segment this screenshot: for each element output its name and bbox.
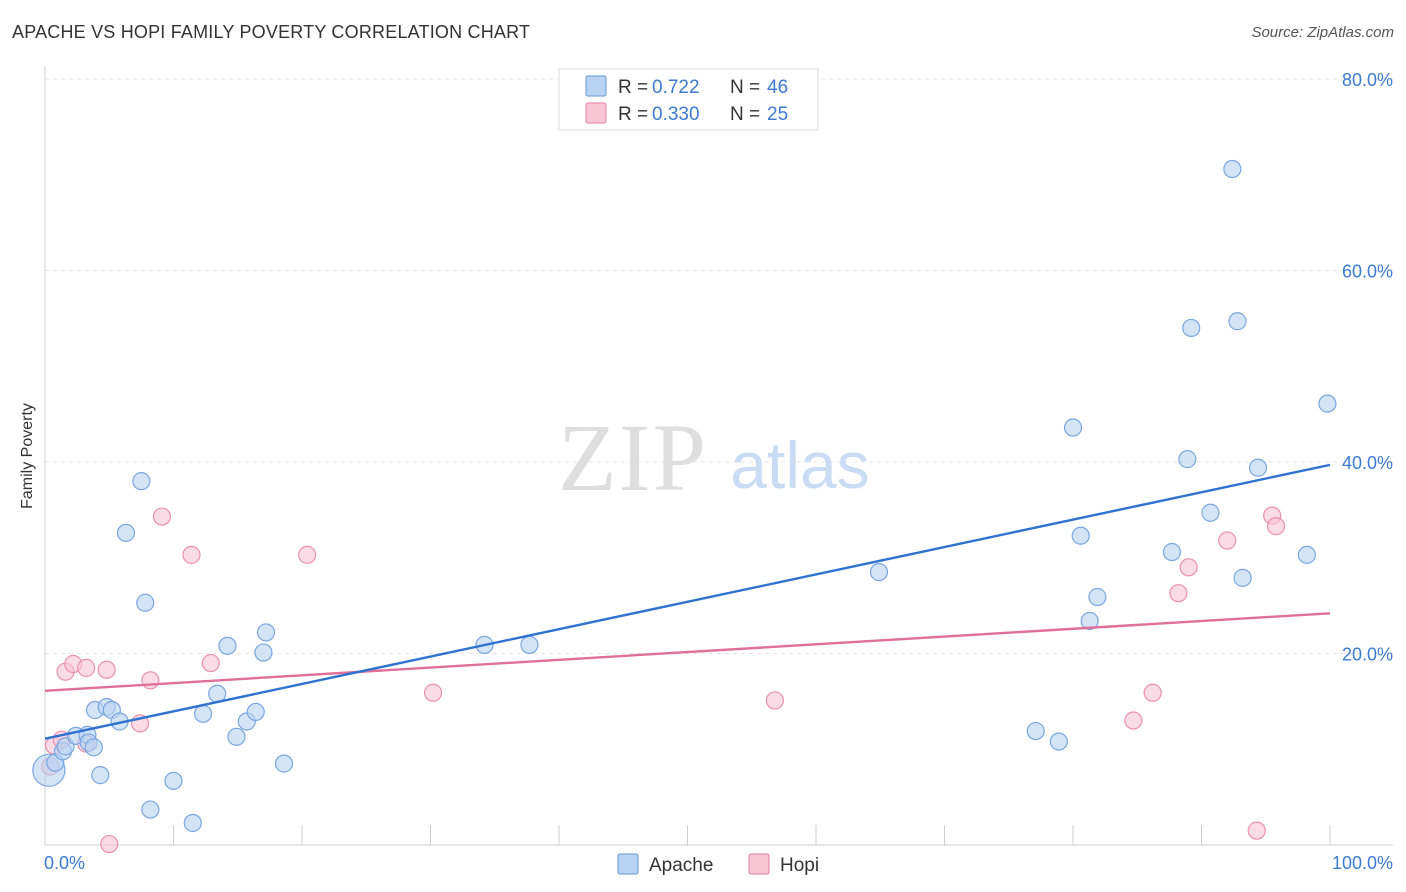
hopi-point-21 <box>1218 531 1237 550</box>
hopi-point-10 <box>141 671 160 690</box>
legend-apache-n-label: N = <box>730 77 760 98</box>
apache-point-17 <box>164 771 183 790</box>
apache-point-45 <box>1297 545 1316 564</box>
y-tick-label-80: 80.0% <box>1342 70 1393 90</box>
apache-point-16 <box>141 800 160 819</box>
hopi-point-7 <box>97 660 116 679</box>
hopi-point-22 <box>1247 821 1266 840</box>
legend-apache-r-label: R = <box>618 77 648 98</box>
legend-hopi-r-label: R = <box>618 104 648 125</box>
apache-points <box>32 159 1337 833</box>
hopi-point-16 <box>765 691 784 710</box>
apache-point-19 <box>193 704 213 723</box>
apache-point-13 <box>116 523 136 542</box>
apache-point-35 <box>1080 611 1099 631</box>
apache-point-15 <box>136 593 155 612</box>
hopi-point-24 <box>1266 517 1286 536</box>
hopi-point-18 <box>1143 683 1162 702</box>
apache-point-37 <box>1162 542 1182 562</box>
apache-point-34 <box>1071 526 1090 545</box>
apache-point-7 <box>84 738 103 757</box>
y-tick-label-40: 40.0% <box>1342 453 1393 473</box>
apache-point-30 <box>869 563 889 582</box>
apache-point-24 <box>246 702 265 722</box>
apache-point-21 <box>218 636 237 655</box>
apache-point-26 <box>256 623 276 642</box>
apache-point-32 <box>1049 732 1068 751</box>
hopi-point-13 <box>201 653 220 673</box>
bottom-legend-hopi-swatch <box>748 853 770 875</box>
chart-source: Source: ZipAtlas.com <box>1251 24 1394 41</box>
x-tick-label-min: 0.0% <box>44 853 85 873</box>
bottom-legend-apache-swatch <box>617 853 639 875</box>
correlation-legend: R = 0.722 N = 46 R = 0.330 N = 25 <box>558 68 819 131</box>
legend-hopi-r-value: 0.330 <box>652 104 700 125</box>
apache-point-18 <box>183 813 202 833</box>
apache-point-38 <box>1178 450 1197 469</box>
apache-point-40 <box>1201 503 1220 522</box>
apache-point-39 <box>1182 318 1201 338</box>
hopi-point-12 <box>182 545 201 564</box>
watermark: ZIP atlas <box>558 404 870 511</box>
apache-point-41 <box>1223 159 1242 179</box>
legend-hopi-n-value: 25 <box>767 104 788 125</box>
apache-point-14 <box>132 472 151 491</box>
apache-point-36 <box>1088 587 1107 607</box>
axes <box>44 66 1393 846</box>
series-legend: Apache Hopi <box>617 853 819 876</box>
hopi-point-17 <box>1124 711 1143 730</box>
apache-trend-line <box>44 463 1331 740</box>
apache-point-22 <box>227 727 246 746</box>
bottom-legend-apache-label: Apache <box>649 855 713 876</box>
legend-apache-r-value: 0.722 <box>652 77 700 98</box>
legend-apache-swatch <box>585 75 607 97</box>
hopi-point-8 <box>100 834 119 854</box>
hopi-point-5 <box>77 658 96 677</box>
apache-point-29 <box>520 635 539 654</box>
hopi-point-19 <box>1169 584 1188 603</box>
apache-point-43 <box>1233 568 1252 587</box>
apache-point-9 <box>91 766 110 785</box>
hopi-point-20 <box>1179 558 1198 577</box>
legend-apache-n-value: 46 <box>767 77 788 98</box>
bottom-legend-hopi-label: Hopi <box>780 855 819 876</box>
apache-point-46 <box>1318 394 1337 413</box>
hopi-point-11 <box>152 507 172 526</box>
apache-point-27 <box>274 754 294 773</box>
apache-point-31 <box>1026 721 1045 741</box>
x-tick-label-max: 100.0% <box>1332 853 1393 873</box>
hopi-point-14 <box>298 545 317 564</box>
apache-point-42 <box>1228 312 1247 331</box>
legend-hopi-swatch <box>585 102 607 124</box>
hopi-trend-line <box>44 612 1331 693</box>
chart-title: APACHE VS HOPI FAMILY POVERTY CORRELATIO… <box>12 22 531 42</box>
y-tick-label-20: 20.0% <box>1342 645 1393 665</box>
apache-point-44 <box>1248 458 1268 477</box>
watermark-atlas: atlas <box>730 428 869 502</box>
apache-point-33 <box>1063 418 1083 437</box>
x-tick-labels: 0.0% 100.0% <box>44 853 1393 873</box>
apache-point-25 <box>254 643 273 662</box>
y-tick-label-60: 60.0% <box>1342 262 1393 282</box>
legend-hopi-n-label: N = <box>730 104 760 125</box>
watermark-zip: ZIP <box>558 404 708 511</box>
hopi-point-15 <box>423 683 443 702</box>
y-tick-labels: 20.0% 40.0% 60.0% 80.0% <box>1342 70 1393 665</box>
trend-lines <box>44 463 1331 740</box>
